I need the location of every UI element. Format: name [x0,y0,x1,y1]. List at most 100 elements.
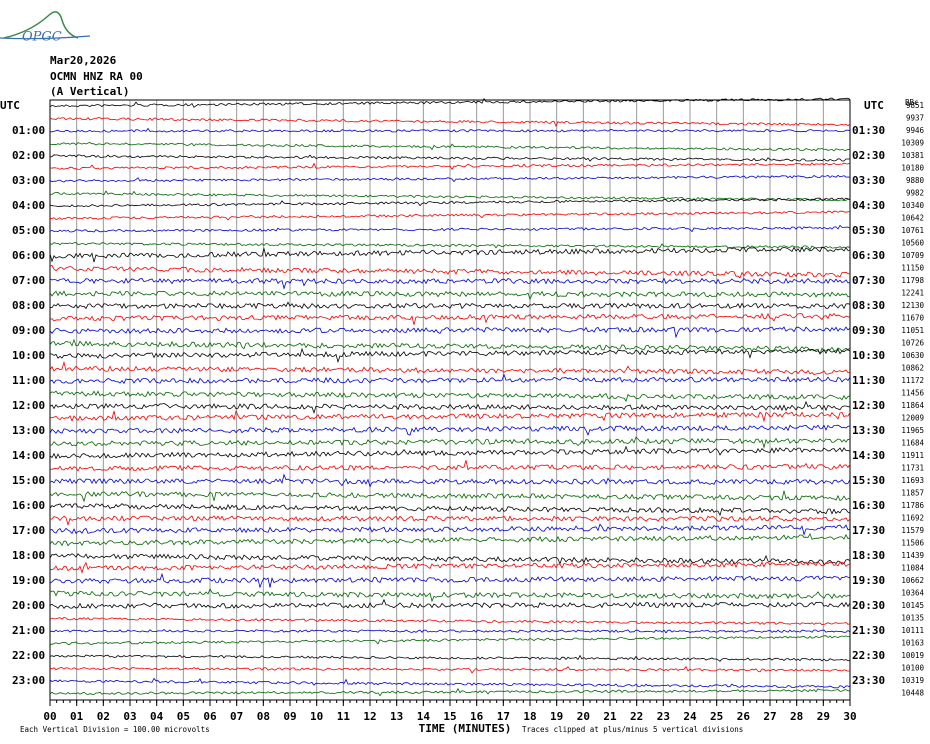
trace [50,210,851,221]
right-time-label: 19:30 [852,574,885,587]
trace [49,312,851,325]
trace [49,338,851,356]
left-time-label: 16:00 [12,499,45,512]
trace [49,616,851,626]
x-axis-title: TIME (MINUTES) [419,722,512,735]
trace-offset: 10726 [901,339,924,348]
x-tick-label: 07 [230,710,243,723]
right-time-label: 20:30 [852,599,885,612]
x-tick-label: 16 [470,710,484,723]
x-tick-label: 00 [43,710,56,723]
right-time-label: 14:30 [852,449,885,462]
trace [49,460,851,472]
trace-offset: 10630 [901,351,924,360]
plot-frame [49,99,851,701]
trace-offset: 10135 [901,614,924,623]
left-time-label: 08:00 [12,299,45,312]
x-tick-label: 12 [363,710,376,723]
trace-offset: 11857 [901,489,924,498]
trace-offset: 11731 [901,464,924,473]
right-time-label: 21:30 [852,624,885,637]
right-time-label: 13:30 [852,424,885,437]
left-time-label: 19:00 [12,574,45,587]
left-time-label: 14:00 [12,449,45,462]
trace-offset: 12241 [901,289,924,298]
trace [49,190,851,202]
trace-offset: 11439 [901,551,924,560]
trace [49,246,851,263]
x-tick-label: 09 [283,710,296,723]
x-tick-label: 13 [390,710,403,723]
trace [49,162,851,170]
trace-offset: 11798 [901,276,924,285]
x-tick-label: 05 [177,710,190,723]
trace [49,424,851,436]
right-time-label: 10:30 [852,349,885,362]
trace-offset: 11786 [901,501,924,510]
x-tick-label: 29 [817,710,830,723]
trace-offset: 10761 [901,226,924,235]
x-tick-label: 26 [737,710,751,723]
trace [49,326,851,339]
trace [49,665,851,674]
x-tick-label: 18 [523,710,536,723]
right-time-label: 17:30 [852,524,885,537]
trace-offset: 9946 [906,126,925,135]
x-tick-label: 14 [417,710,431,723]
x-tick-label: 08 [257,710,270,723]
trace [49,588,851,603]
x-tick-label: 24 [683,710,697,723]
left-time-label: 20:00 [12,599,45,612]
trace-offset: 9851 [906,101,924,110]
x-tick-label: 20 [577,710,590,723]
trace-offset: 10180 [901,164,924,173]
trace-offset: 10448 [901,689,924,698]
x-tick-label: 23 [657,710,670,723]
right-time-label: 11:30 [852,374,885,387]
trace-offset: 11579 [901,526,924,535]
trace-offset: 10319 [901,676,924,685]
trace [49,290,851,301]
date: Mar20,2026 [50,54,117,67]
trace [49,390,851,403]
trace [49,515,851,527]
trace-offset: 11150 [901,264,924,273]
trace [49,360,851,375]
trace-offset: 11172 [901,376,924,385]
x-tick-label: 01 [70,710,84,723]
trace-offset: 11692 [901,514,924,523]
trace-offset: 11051 [901,326,924,335]
trace [49,373,851,385]
trace-offset: 10560 [901,239,924,248]
left-time-label: 04:00 [12,199,45,212]
trace [49,277,850,290]
x-tick-label: 15 [443,710,456,723]
right-time-label: 04:30 [852,199,885,212]
trace-offset: 11684 [901,439,924,448]
right-time-label: 01:30 [852,124,885,137]
left-time-label: 17:00 [12,524,45,537]
x-tick-label: 04 [150,710,164,723]
x-tick-label: 11 [337,710,351,723]
trace [49,400,851,414]
left-time-label: 03:00 [12,174,45,187]
trace-offset: 11084 [901,564,924,573]
trace [49,523,851,536]
trace-offset: 11965 [901,426,924,435]
left-time-label: 15:00 [12,474,45,487]
trace-offset: 10019 [901,651,924,660]
x-tick-label: 10 [310,710,323,723]
left-time-label: 21:00 [12,624,45,637]
trace [49,532,851,547]
trace [49,473,851,488]
x-tick-label: 27 [763,710,776,723]
logo-mark [0,35,91,40]
clip-note: Traces clipped at plus/minus 5 vertical … [522,725,743,734]
trace [49,117,851,127]
trace-offset: 10381 [901,151,924,160]
trace [49,224,851,233]
right-time-label: 12:30 [852,399,885,412]
trace [49,628,851,634]
